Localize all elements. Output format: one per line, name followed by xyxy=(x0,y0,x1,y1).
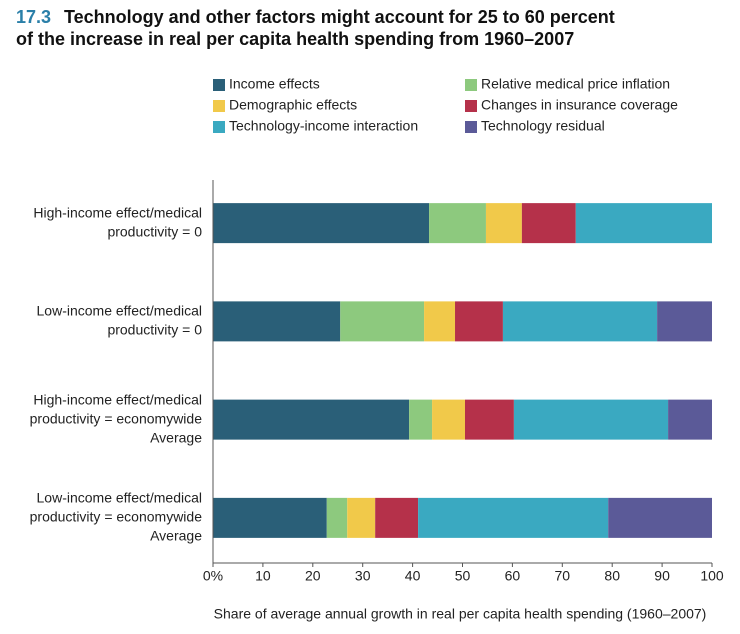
x-axis-label: Share of average annual growth in real p… xyxy=(214,606,707,622)
bar-segment xyxy=(213,301,341,342)
bar-segment xyxy=(424,301,456,342)
bar-segment xyxy=(340,301,425,342)
legend-label: Changes in insurance coverage xyxy=(481,97,678,113)
bar-segment xyxy=(455,301,503,342)
legend-label: Income effects xyxy=(229,76,320,92)
chart-title: Technology and other factors might accou… xyxy=(64,7,615,27)
x-tick-label: 20 xyxy=(305,568,321,584)
bar-segment xyxy=(657,301,712,342)
legend-label: Relative medical price inflation xyxy=(481,76,670,92)
legend-swatch xyxy=(465,79,477,91)
bar-segment xyxy=(213,203,430,244)
bar-segment xyxy=(213,497,327,538)
x-tick-label: 90 xyxy=(654,568,670,584)
legend-swatch xyxy=(465,121,477,133)
bar-segment xyxy=(429,203,486,244)
legend-label: Demographic effects xyxy=(229,97,357,113)
x-tick-label: 80 xyxy=(604,568,620,584)
legend-swatch xyxy=(213,79,225,91)
bar-segment xyxy=(326,497,348,538)
bar-segment xyxy=(521,203,576,244)
y-tick-label: Average xyxy=(150,429,202,445)
y-tick-label: productivity = 0 xyxy=(107,322,202,338)
y-tick-label: Low-income effect/medical xyxy=(37,303,202,319)
bar-segment xyxy=(575,203,712,244)
x-tick-label: 30 xyxy=(355,568,371,584)
chart-title: of the increase in real per capita healt… xyxy=(16,29,574,49)
legend-label: Technology-income interaction xyxy=(229,118,418,134)
x-tick-label: 0% xyxy=(203,568,223,584)
bar-segment xyxy=(485,203,522,244)
bar-segment xyxy=(213,399,410,440)
bar-segment xyxy=(409,399,433,440)
y-tick-label: High-income effect/medical xyxy=(33,204,202,220)
legend-swatch xyxy=(213,100,225,112)
bar-segment xyxy=(418,497,609,538)
x-tick-label: 100 xyxy=(700,568,724,584)
bar-segment xyxy=(502,301,658,342)
legend-label: Technology residual xyxy=(481,118,605,134)
y-tick-label: productivity = economywide xyxy=(30,509,203,525)
legend-swatch xyxy=(213,121,225,133)
bar-segment xyxy=(668,399,712,440)
figure-number: 17.3 xyxy=(16,7,51,27)
y-tick-label: Low-income effect/medical xyxy=(37,490,202,506)
x-tick-label: 60 xyxy=(505,568,521,584)
x-tick-label: 70 xyxy=(555,568,571,584)
y-tick-label: productivity = 0 xyxy=(107,223,202,239)
y-tick-label: High-income effect/medical xyxy=(33,391,202,407)
x-tick-label: 50 xyxy=(455,568,471,584)
bar-segment xyxy=(608,497,712,538)
y-tick-label: Average xyxy=(150,528,202,544)
bar-segment xyxy=(464,399,514,440)
bar-segment xyxy=(513,399,669,440)
bar-segment xyxy=(347,497,376,538)
legend-swatch xyxy=(465,100,477,112)
y-tick-label: productivity = economywide xyxy=(30,410,203,426)
x-tick-label: 40 xyxy=(405,568,421,584)
x-tick-label: 10 xyxy=(255,568,271,584)
bar-segment xyxy=(432,399,465,440)
bar-segment xyxy=(375,497,419,538)
